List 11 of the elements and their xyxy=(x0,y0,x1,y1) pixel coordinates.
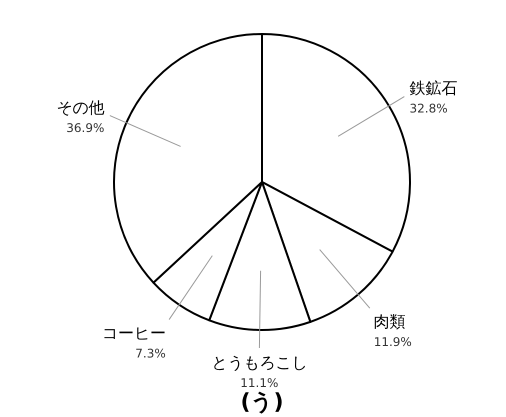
slice-label: その他 xyxy=(56,98,104,118)
slice-label: コーヒー xyxy=(102,324,166,343)
slice-label: とうもろこし xyxy=(211,352,308,372)
text: (う) xyxy=(240,390,284,415)
data-label: 11.9% xyxy=(374,334,412,349)
slice-label: 肉類 xyxy=(374,312,406,331)
data-label: 36.9% xyxy=(66,121,104,136)
data-label: 11.1% xyxy=(240,376,278,390)
data-label: 32.8% xyxy=(409,102,448,116)
data-label: 7.3% xyxy=(135,346,166,361)
slice-label: 鉄鉱石 xyxy=(409,78,458,98)
